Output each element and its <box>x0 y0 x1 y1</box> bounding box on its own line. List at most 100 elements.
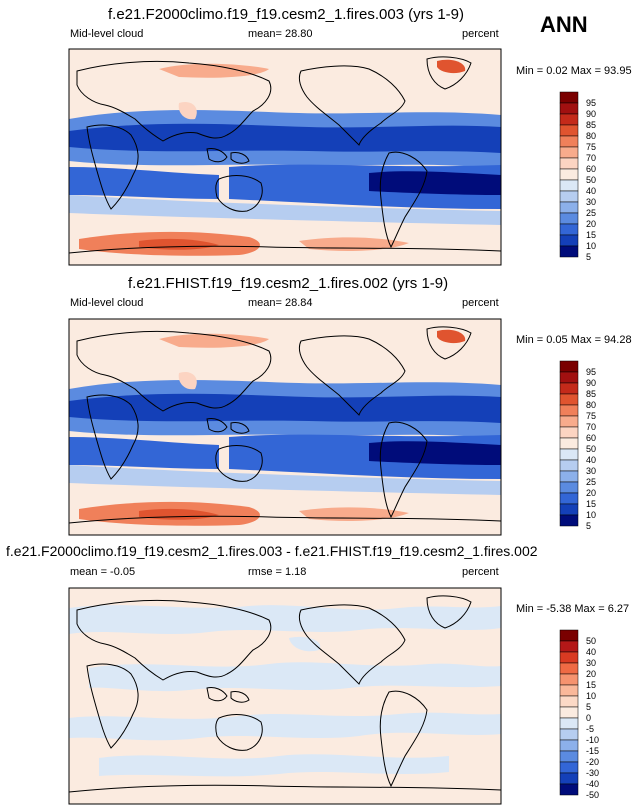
panel-3-units: percent <box>462 566 499 578</box>
colorbar-swatch <box>559 662 579 675</box>
colorbar-swatch <box>559 212 579 225</box>
panel-2-minmax: Min = 0.05 Max = 94.28 <box>516 334 632 346</box>
colorbar-label: 10 <box>586 241 596 251</box>
panel-2-title: f.e21.FHIST.f19_f19.cesm2_1.fires.002 (y… <box>128 275 449 292</box>
colorbar-swatch <box>559 382 579 395</box>
panel-1-title: f.e21.F2000climo.f19_f19.cesm2_1.fires.0… <box>108 6 465 23</box>
panel-1-units: percent <box>462 28 499 40</box>
colorbar-swatch <box>559 371 579 384</box>
colorbar-label: 25 <box>586 477 596 487</box>
colorbar-swatch <box>559 223 579 236</box>
colorbar-swatch <box>559 651 579 664</box>
panel-2-map <box>68 318 502 536</box>
colorbar-label: 40 <box>586 647 596 657</box>
colorbar-swatch <box>559 113 579 126</box>
colorbar-swatch <box>559 91 579 104</box>
colorbar-label: 60 <box>586 164 596 174</box>
colorbar-label: 60 <box>586 433 596 443</box>
colorbar-label: 70 <box>586 422 596 432</box>
colorbar-label: 95 <box>586 367 596 377</box>
colorbar-swatch <box>559 201 579 214</box>
colorbar-swatch <box>559 783 579 796</box>
colorbar-label: 15 <box>586 230 596 240</box>
colorbar-swatch <box>559 135 579 148</box>
colorbar-label: 20 <box>586 669 596 679</box>
colorbar-swatch <box>559 404 579 417</box>
colorbar-label: -10 <box>586 735 599 745</box>
panel-2-units: percent <box>462 297 499 309</box>
colorbar-label: -40 <box>586 779 599 789</box>
colorbar-swatch <box>559 503 579 516</box>
colorbar-label: 30 <box>586 466 596 476</box>
colorbar-label: -50 <box>586 790 599 800</box>
panel-2-mean: mean= 28.84 <box>248 297 313 309</box>
colorbar-swatch <box>559 695 579 708</box>
colorbar-swatch <box>559 102 579 115</box>
colorbar-swatch <box>559 245 579 258</box>
colorbar-swatch <box>559 750 579 763</box>
colorbar-swatch <box>559 761 579 774</box>
colorbar-label: 30 <box>586 197 596 207</box>
colorbar-label: -20 <box>586 757 599 767</box>
colorbar-swatch <box>559 415 579 428</box>
colorbar-label: 90 <box>586 378 596 388</box>
colorbar-label: 50 <box>586 444 596 454</box>
colorbar-label: 30 <box>586 658 596 668</box>
colorbar-swatch <box>559 437 579 450</box>
colorbar-swatch <box>559 190 579 203</box>
panel-3-title: f.e21.F2000climo.f19_f19.cesm2_1.fires.0… <box>6 543 538 559</box>
panel-3-map <box>68 587 502 805</box>
colorbar-label: 80 <box>586 131 596 141</box>
colorbar-label: 85 <box>586 389 596 399</box>
colorbar-swatch <box>559 717 579 730</box>
colorbar-swatch <box>559 459 579 472</box>
colorbar-label: 5 <box>586 521 591 531</box>
colorbar-swatch <box>559 470 579 483</box>
colorbar-label: 0 <box>586 713 591 723</box>
colorbar-swatch <box>559 706 579 719</box>
colorbar-label: 50 <box>586 636 596 646</box>
colorbar-swatch <box>559 739 579 752</box>
colorbar-label: 20 <box>586 488 596 498</box>
colorbar-swatch <box>559 157 579 170</box>
colorbar-label: 15 <box>586 680 596 690</box>
colorbar-label: 15 <box>586 499 596 509</box>
colorbar-swatch <box>559 234 579 247</box>
colorbar-swatch <box>559 673 579 686</box>
panel-1-minmax: Min = 0.02 Max = 93.95 <box>516 65 632 77</box>
colorbar-label: 10 <box>586 510 596 520</box>
colorbar-swatch <box>559 514 579 527</box>
colorbar-swatch <box>559 772 579 785</box>
colorbar-label: 25 <box>586 208 596 218</box>
panel-1-map <box>68 48 502 266</box>
colorbar-swatch <box>559 179 579 192</box>
colorbar-label: -15 <box>586 746 599 756</box>
colorbar-swatch <box>559 492 579 505</box>
colorbar-swatch <box>559 481 579 494</box>
colorbar-label: 5 <box>586 702 591 712</box>
colorbar-swatch <box>559 168 579 181</box>
colorbar-label: 80 <box>586 400 596 410</box>
colorbar-swatch <box>559 146 579 159</box>
panel-3-minmax: Min = -5.38 Max = 6.27 <box>516 603 630 615</box>
colorbar-label: 40 <box>586 455 596 465</box>
colorbar-label: 20 <box>586 219 596 229</box>
colorbar-label: 10 <box>586 691 596 701</box>
colorbar-swatch <box>559 426 579 439</box>
panel-3-mean: mean = -0.05 <box>70 566 136 578</box>
colorbar-label: -5 <box>586 724 594 734</box>
colorbar-label: 75 <box>586 411 596 421</box>
season-label: ANN <box>540 12 588 37</box>
colorbar-label: 70 <box>586 153 596 163</box>
colorbar-label: 50 <box>586 175 596 185</box>
colorbar-label: 5 <box>586 252 591 262</box>
panel-1-mean: mean= 28.80 <box>248 28 313 40</box>
colorbar-label: 95 <box>586 98 596 108</box>
panel-1-variable: Mid-level cloud <box>70 28 144 40</box>
colorbar-label: 75 <box>586 142 596 152</box>
colorbar-label: 90 <box>586 109 596 119</box>
colorbar-label: 85 <box>586 120 596 130</box>
